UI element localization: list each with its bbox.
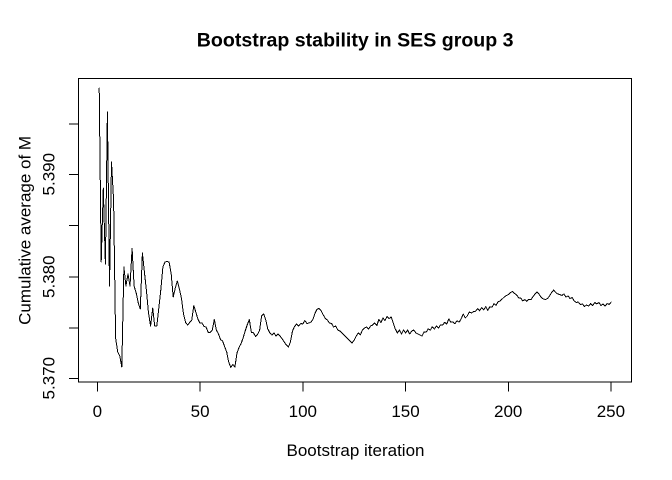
svg-text:100: 100 [289, 402, 317, 421]
svg-text:Bootstrap iteration: Bootstrap iteration [287, 441, 425, 460]
svg-text:0: 0 [93, 402, 102, 421]
svg-text:200: 200 [494, 402, 522, 421]
svg-text:5.390: 5.390 [40, 153, 59, 196]
svg-text:250: 250 [597, 402, 625, 421]
svg-text:5.380: 5.380 [40, 255, 59, 298]
svg-text:150: 150 [391, 402, 419, 421]
svg-text:50: 50 [191, 402, 210, 421]
svg-text:Cumulative average of M: Cumulative average of M [16, 136, 35, 325]
svg-text:Bootstrap stability in SES gro: Bootstrap stability in SES group 3 [197, 29, 514, 51]
svg-text:5.370: 5.370 [40, 357, 59, 400]
